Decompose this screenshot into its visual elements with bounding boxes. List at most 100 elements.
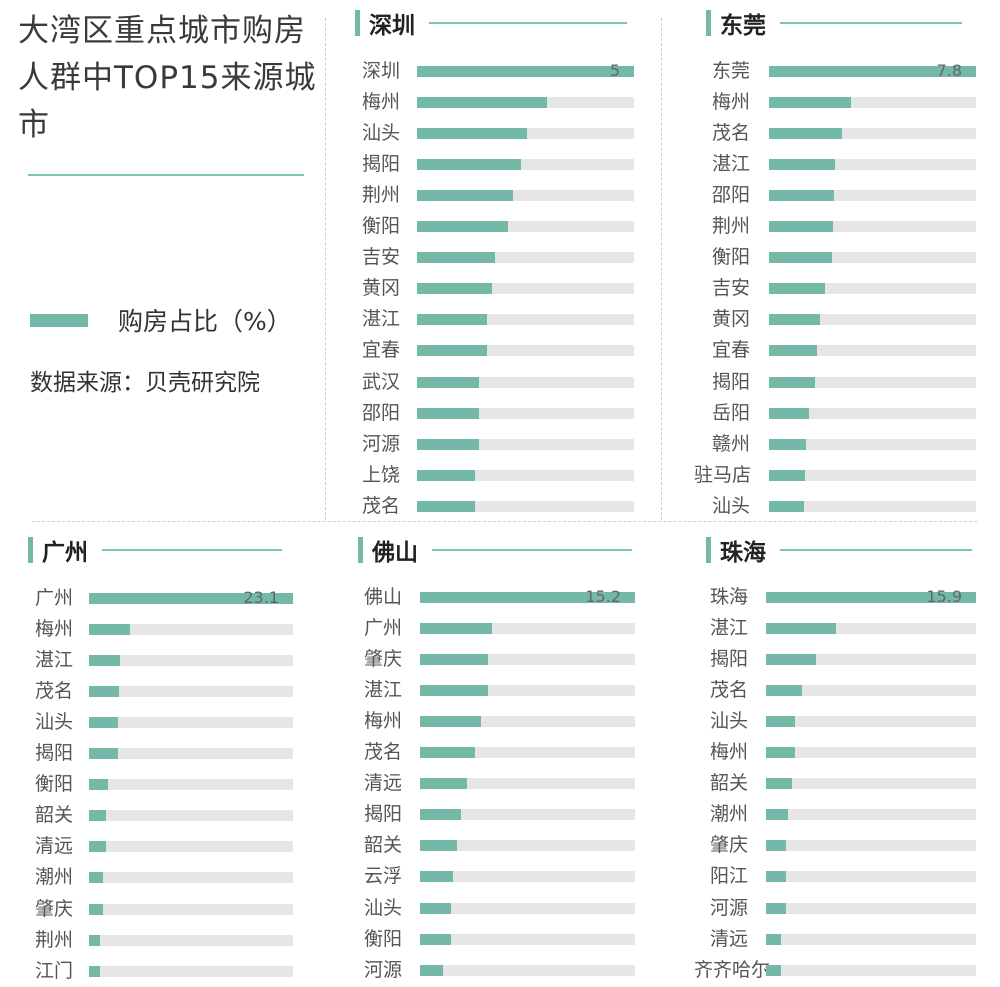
- bar-track: [420, 840, 635, 852]
- category-label: 梅州: [711, 91, 750, 114]
- category-label: 清远: [34, 835, 73, 858]
- bar-track: [769, 159, 976, 171]
- bar-fill: [769, 345, 818, 357]
- bar-fill: [417, 159, 522, 171]
- category-label: 吉安: [711, 277, 750, 300]
- bar-fill: [420, 592, 635, 603]
- bar-track: [420, 747, 635, 759]
- category-label: 揭阳: [363, 803, 402, 826]
- divider-vertical-right: [661, 18, 662, 520]
- bar-fill: [766, 592, 976, 603]
- bar-track: 23.1: [89, 588, 293, 607]
- bar-track: [766, 685, 976, 697]
- bar-track: [417, 128, 634, 140]
- bar-fill: [420, 964, 443, 976]
- bar-fill: [417, 407, 479, 419]
- category-label: 珠海: [709, 586, 748, 608]
- bar-fill: [417, 345, 488, 357]
- legend: 购房占比（%）: [30, 303, 292, 337]
- bar-fill: [766, 902, 786, 914]
- bar-fill: [766, 716, 796, 728]
- bar-track: [417, 190, 634, 202]
- category-label: 衡阳: [363, 927, 402, 950]
- value-label: 7.8: [936, 61, 962, 80]
- bar-track: [769, 190, 976, 202]
- category-label: 河源: [361, 432, 400, 455]
- bar-fill: [89, 934, 101, 946]
- category-label: 邵阳: [711, 184, 750, 207]
- category-label: 韶关: [363, 834, 402, 857]
- category-label: 汕头: [711, 494, 750, 517]
- category-label: 吉安: [361, 246, 400, 269]
- bar-track: [89, 872, 293, 884]
- bar-track: [417, 252, 634, 264]
- category-label: 云浮: [363, 865, 402, 888]
- bar-fill: [766, 778, 793, 790]
- bar-track: [766, 747, 976, 759]
- panel-header-rule: [780, 549, 972, 551]
- bar-fill: [769, 128, 842, 140]
- category-label: 东莞: [711, 60, 750, 82]
- panel-header-rule: [429, 22, 627, 24]
- category-label: 荆州: [361, 184, 400, 207]
- category-label: 清远: [709, 927, 748, 950]
- panel-header-accent: [706, 10, 711, 36]
- bar-track: [89, 655, 293, 667]
- bar-fill: [89, 655, 120, 667]
- category-label: 湛江: [361, 308, 400, 331]
- bar-fill: [420, 778, 467, 790]
- bar-track: [417, 407, 634, 419]
- bar-track: [89, 903, 293, 915]
- bar-track: [420, 809, 635, 821]
- category-label: 宜春: [711, 339, 750, 362]
- category-label: 深圳: [361, 60, 400, 82]
- category-label: 梅州: [361, 91, 400, 114]
- bar-track: [420, 685, 635, 697]
- category-label: 荆州: [34, 928, 73, 951]
- divider-horizontal: [32, 521, 977, 522]
- bar-track: 7.8: [769, 61, 976, 80]
- bar-fill: [769, 438, 807, 450]
- bar-fill: [420, 871, 453, 883]
- category-label: 揭阳: [34, 742, 73, 765]
- bar-track: [769, 314, 976, 326]
- bar-track: [89, 779, 293, 791]
- bar-track: [769, 283, 976, 295]
- legend-label: 购房占比（%）: [118, 307, 292, 336]
- bar-track: [89, 810, 293, 822]
- category-label: 梅州: [34, 618, 73, 641]
- bar-fill: [417, 500, 475, 512]
- panel-header: 珠海: [706, 537, 972, 566]
- category-label: 茂名: [709, 679, 748, 702]
- bar-fill: [420, 809, 462, 821]
- bar-track: 15.9: [766, 587, 976, 606]
- panel-header: 佛山: [358, 537, 632, 566]
- bar-fill: [417, 376, 479, 388]
- bar-track: [766, 778, 976, 790]
- category-label: 衡阳: [711, 246, 750, 269]
- bar-fill: [420, 685, 488, 697]
- panel-header-accent: [358, 537, 363, 563]
- bar-track: [769, 500, 976, 512]
- bar-fill: [417, 438, 479, 450]
- bar-fill: [417, 97, 548, 109]
- value-label: 15.2: [585, 587, 621, 606]
- bar-track: [89, 624, 293, 636]
- panel-header: 深圳: [355, 10, 627, 39]
- category-label: 肇庆: [363, 648, 402, 671]
- bar-fill: [766, 623, 836, 635]
- bar-fill: [417, 128, 527, 140]
- category-label: 衡阳: [361, 215, 400, 238]
- bar-track: [417, 500, 634, 512]
- panel-title: 珠海: [720, 540, 766, 566]
- category-label: 广州: [363, 617, 402, 640]
- bar-track: [417, 97, 634, 109]
- bar-track: [769, 438, 976, 450]
- category-label: 岳阳: [711, 401, 750, 424]
- category-label: 茂名: [711, 122, 750, 145]
- bar-track: [766, 840, 976, 852]
- category-label: 湛江: [363, 679, 402, 702]
- panel-header-rule: [432, 549, 632, 551]
- bar-fill: [417, 252, 496, 264]
- category-label: 汕头: [361, 122, 400, 145]
